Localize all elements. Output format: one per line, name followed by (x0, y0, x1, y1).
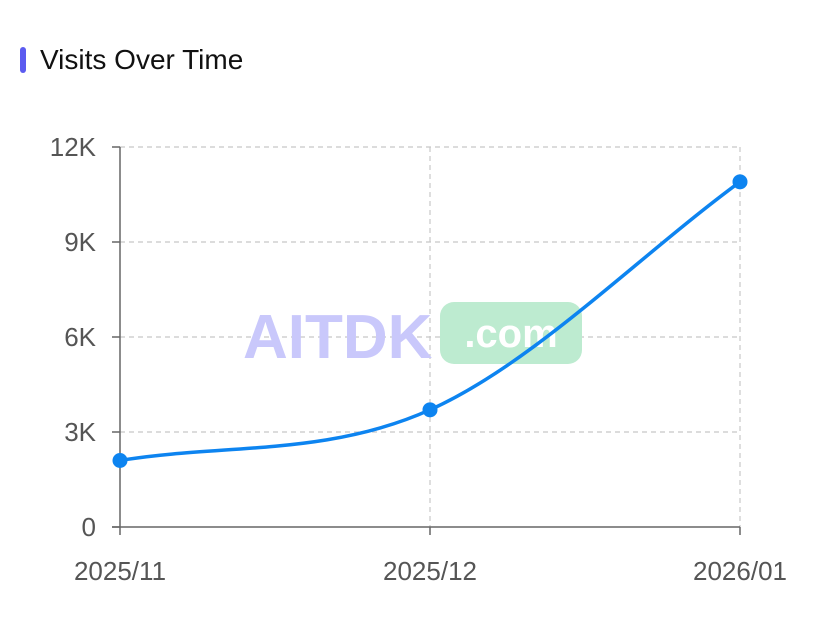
data-point (732, 174, 748, 190)
series-layer (112, 174, 748, 468)
watermark-suffix-pill (440, 302, 582, 364)
tick-labels: 0 3K 6K 9K 12K 2025/11 2025/12 2026/01 (50, 132, 787, 586)
title-accent-bar (20, 47, 26, 73)
y-tick-label: 6K (64, 322, 96, 352)
y-tick-label: 0 (82, 512, 96, 542)
chart-header: Visits Over Time (20, 42, 243, 78)
y-tick-label: 9K (64, 227, 96, 257)
x-tick-label: 2025/11 (74, 556, 166, 586)
x-tick-label: 2025/12 (383, 556, 477, 586)
watermark: AITDK .com (243, 302, 582, 372)
watermark-brand: AITDK (243, 303, 433, 372)
y-tick-label: 12K (50, 132, 97, 162)
chart-title: Visits Over Time (40, 44, 244, 75)
data-point (112, 453, 128, 468)
x-tick-label: 2026/01 (693, 556, 787, 586)
y-tick-label: 3K (64, 417, 96, 447)
data-point (422, 402, 438, 418)
watermark-suffix: .com (464, 312, 557, 356)
grid-layer (120, 146, 741, 527)
